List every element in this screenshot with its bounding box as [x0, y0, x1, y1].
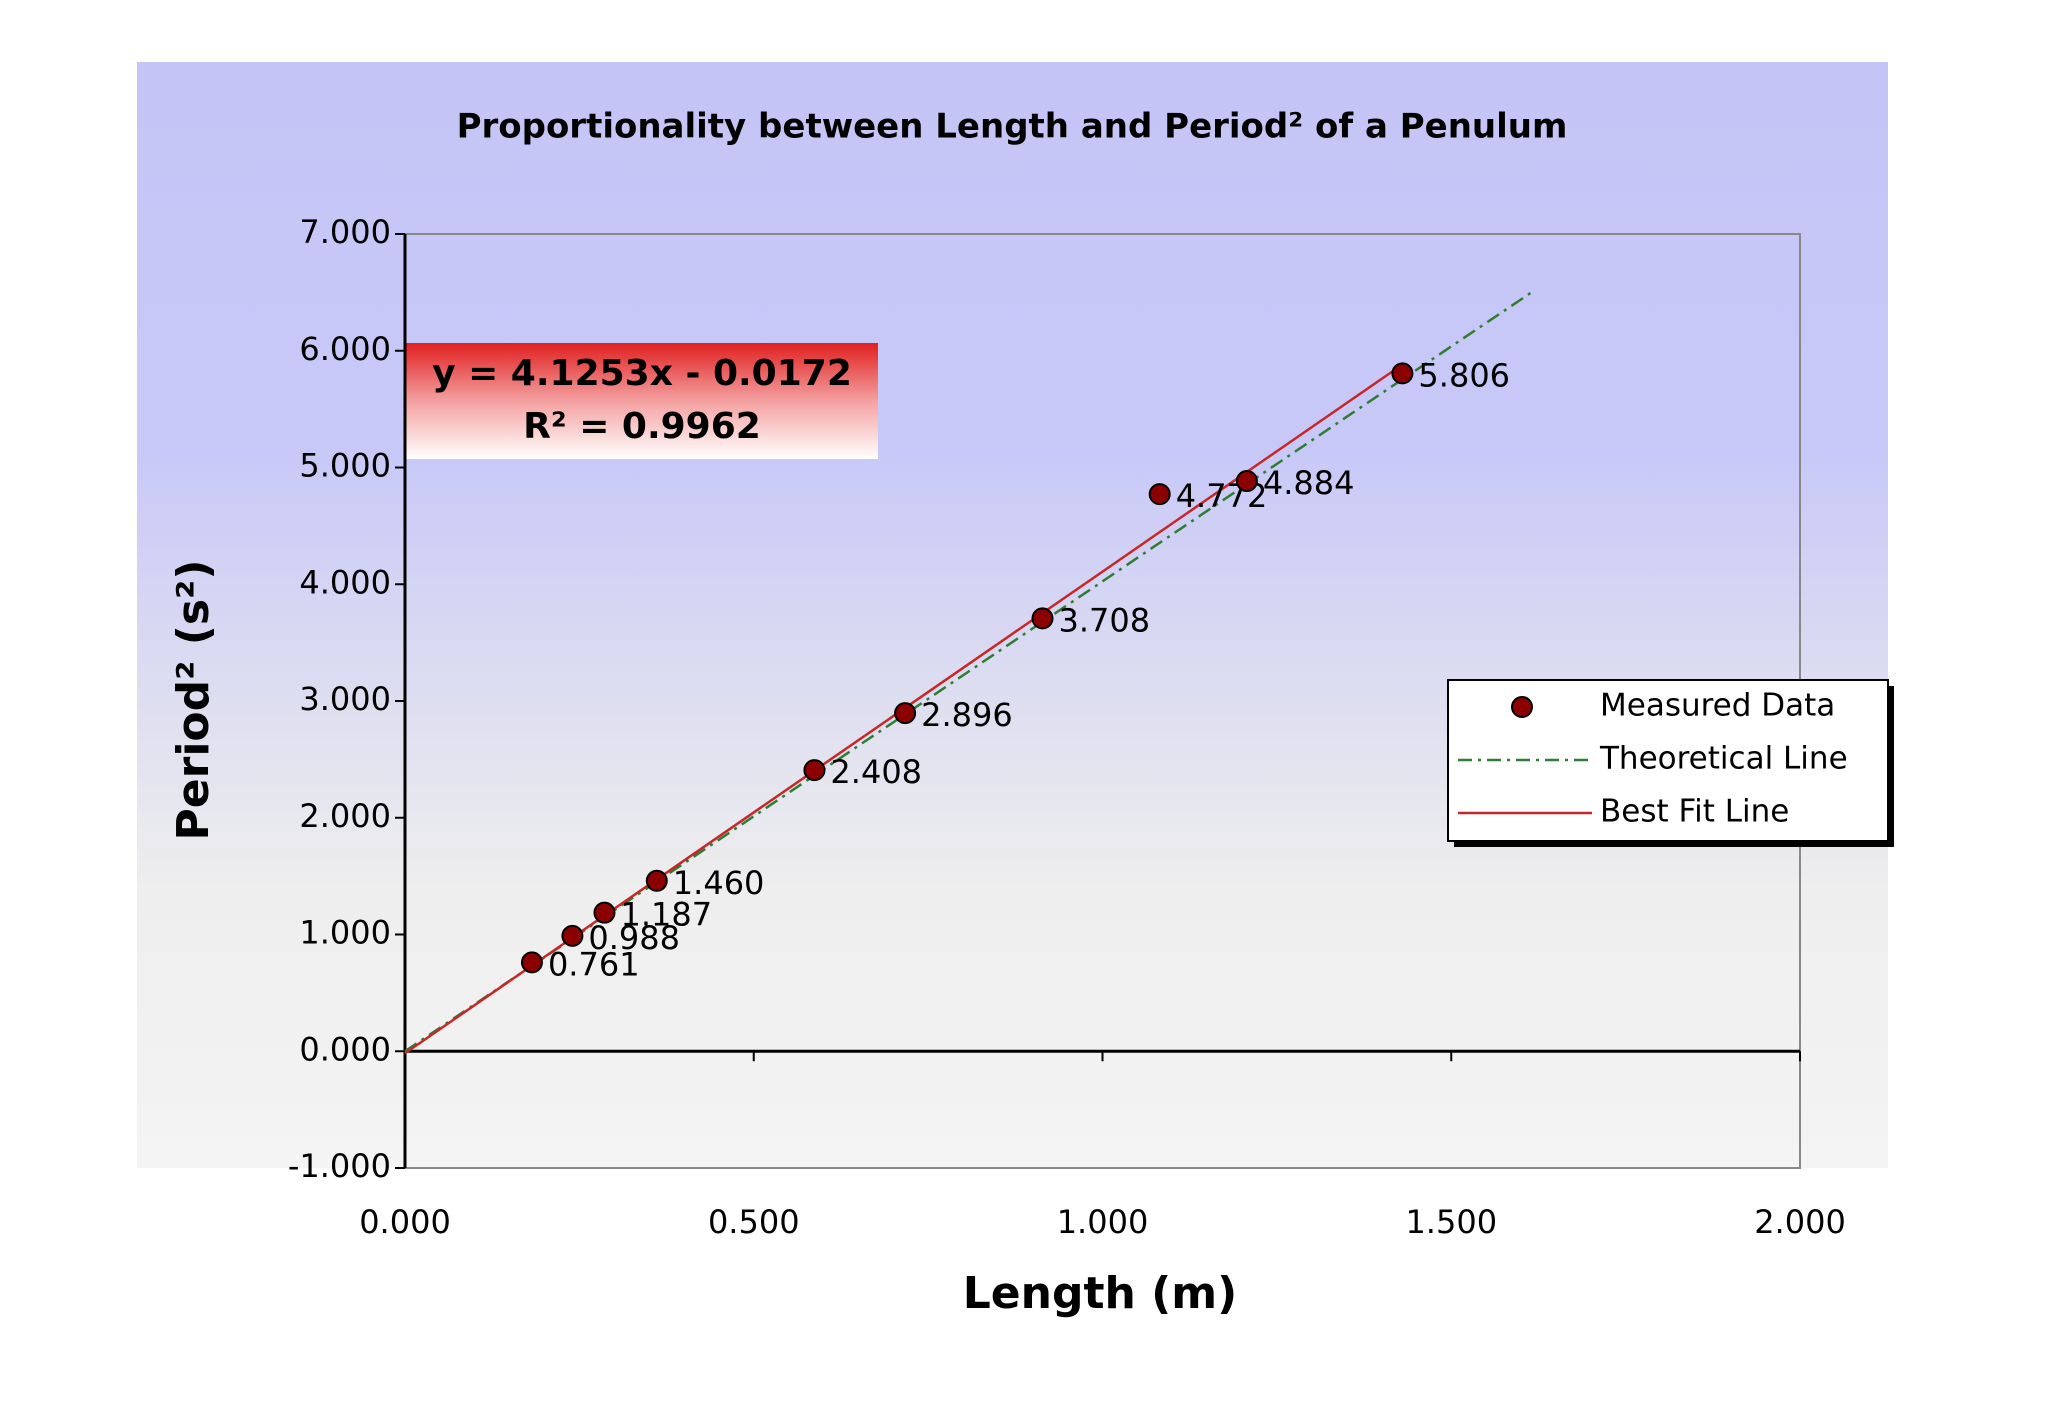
x-tick-label: 0.500 [708, 1203, 800, 1241]
y-tick-label: 7.000 [299, 213, 391, 251]
y-tick-label: 3.000 [299, 680, 391, 718]
y-tick-label: 4.000 [299, 563, 391, 601]
data-label: 0.988 [588, 919, 680, 957]
data-point [520, 951, 543, 974]
y-tick-label: -1.000 [288, 1147, 391, 1185]
data-label: 2.408 [830, 753, 922, 791]
legend-label: Measured Data [1600, 688, 1835, 724]
y-tick-label: 0.000 [299, 1030, 391, 1068]
data-point [803, 759, 826, 782]
data-point [1031, 607, 1054, 630]
data-label: 1.460 [673, 864, 765, 902]
chart-title: Proportionality between Length and Perio… [457, 107, 1568, 147]
data-point [1391, 362, 1414, 385]
x-tick-label: 2.000 [1754, 1203, 1846, 1241]
r-squared: R² = 0.9962 [523, 406, 761, 447]
equation: y = 4.1253x - 0.0172 [432, 353, 852, 394]
legend-marker [1511, 696, 1533, 718]
data-point [593, 901, 616, 924]
y-tick-label: 5.000 [299, 447, 391, 485]
data-label: 4.884 [1263, 464, 1355, 502]
data-point [561, 924, 584, 947]
x-tick-label: 1.000 [1057, 1203, 1149, 1241]
legend-label: Best Fit Line [1600, 794, 1789, 830]
data-label: 3.708 [1059, 601, 1151, 639]
x-axis-label: Length (m) [963, 1268, 1237, 1319]
chart-background [137, 62, 1888, 1168]
y-tick-label: 1.000 [299, 914, 391, 952]
x-tick-label: 0.000 [359, 1203, 451, 1241]
data-point [894, 702, 917, 725]
x-tick-label: 1.500 [1405, 1203, 1497, 1241]
legend-label: Theoretical Line [1599, 741, 1848, 777]
y-axis-label: Period² (s²) [168, 560, 219, 841]
data-label: 2.896 [921, 696, 1013, 734]
data-label: 0.761 [548, 945, 640, 983]
data-label: 5.806 [1418, 356, 1510, 394]
data-label: 1.187 [620, 896, 712, 934]
theoretical-line [404, 289, 1536, 1053]
data-point [1148, 483, 1171, 506]
equation-box [405, 343, 878, 459]
data-point [1235, 470, 1258, 493]
y-tick-label: 6.000 [299, 330, 391, 368]
data-point [645, 869, 668, 892]
y-tick-label: 2.000 [299, 797, 391, 835]
